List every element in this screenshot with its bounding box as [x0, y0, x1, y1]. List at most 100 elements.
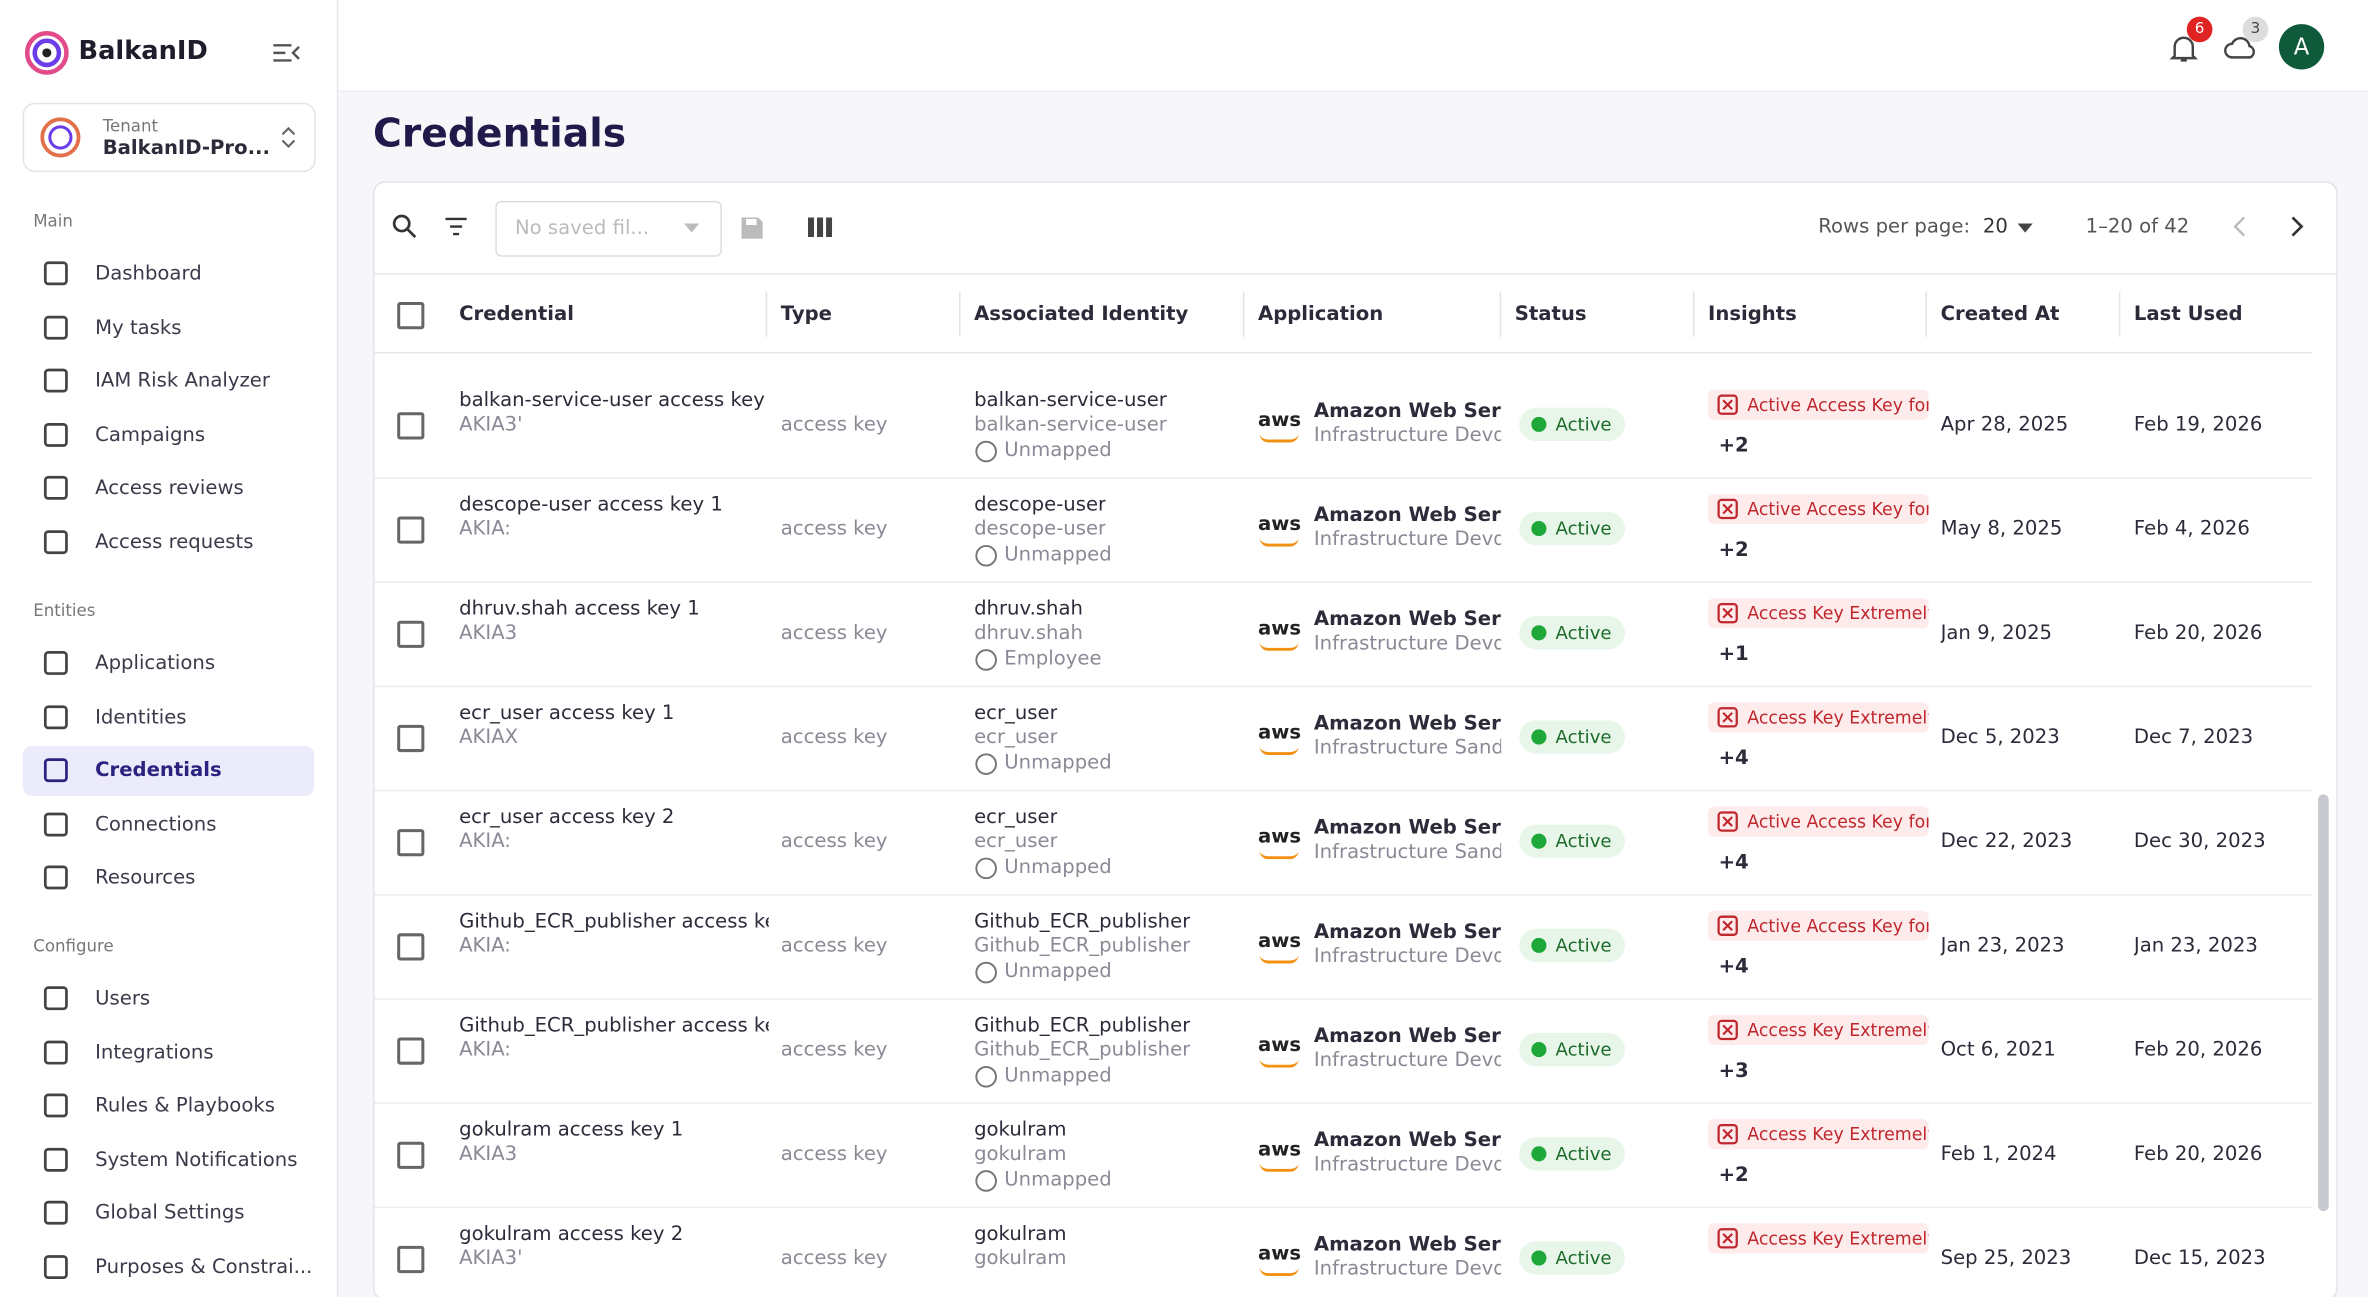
nav-item[interactable]: Dashboard [23, 249, 314, 299]
table-row[interactable]: balkan-service-user access key 1 AKIA3' ac… [374, 373, 2313, 479]
status-badge: Active [1519, 1241, 1626, 1275]
last-used: Feb 19, 2026 [2133, 413, 2263, 437]
row-checkbox[interactable] [397, 829, 425, 857]
search-icon[interactable] [391, 213, 418, 240]
select-all[interactable] [397, 302, 425, 330]
rows-arrow [2017, 223, 2033, 233]
cloud-icon[interactable] [2223, 33, 2259, 60]
nav-label: My tasks [95, 316, 182, 340]
nav-label: Dashboard [95, 262, 202, 286]
bell-icon[interactable] [2169, 33, 2199, 63]
identity-sub: descope-user [974, 517, 1107, 541]
prev-page[interactable] [2232, 216, 2247, 237]
collapse-button[interactable] [272, 41, 302, 65]
nav-item[interactable]: Campaigns [23, 410, 314, 460]
nav-item[interactable]: Credentials [22, 746, 315, 796]
nav-label: IAM Risk Analyzer [95, 369, 270, 393]
filter-icon[interactable] [444, 216, 468, 237]
filter-placeholder: No saved fil... [514, 217, 650, 241]
column-header[interactable]: Application [1257, 303, 1384, 327]
insight-more: +1 [1718, 643, 1749, 666]
table-row[interactable]: Github_ECR_publisher access key AKIA: acce… [374, 894, 2313, 1000]
column-header[interactable]: Insights [1708, 303, 1797, 327]
table-row[interactable]: dhruv.shah access key 1 AKIA3 access key dh… [374, 581, 2313, 688]
last-used: Feb 20, 2026 [2133, 1143, 2263, 1166]
save-icon[interactable] [740, 216, 764, 240]
row-checkbox[interactable] [397, 1245, 425, 1274]
table-row[interactable]: ecr_user access key 2 AKIA: access key ecr_… [374, 790, 2313, 896]
identity-type: Unmapped [1004, 543, 1112, 567]
credential-type: access key [780, 934, 888, 958]
nav-item[interactable]: System Notifications [23, 1135, 314, 1185]
nav-item[interactable]: Users [23, 974, 314, 1024]
last-used: Feb 4, 2026 [2133, 517, 2250, 541]
nav-icon [43, 1254, 68, 1279]
created-at: Jan 23, 2023 [1940, 934, 2065, 958]
column-header[interactable]: Status [1514, 303, 1587, 327]
table-card: No saved fil... Rows per page: 20 1–20 o… [373, 181, 2338, 1297]
identity-type: Unmapped [1004, 1064, 1112, 1088]
nav-item[interactable]: Rules & Playbooks [23, 1081, 314, 1131]
nav-item[interactable]: Identities [23, 692, 314, 742]
nav-icon [43, 758, 68, 783]
aws-logo: aws [1257, 826, 1302, 849]
column-header[interactable]: Credential [459, 303, 574, 327]
row-checkbox[interactable] [397, 412, 425, 440]
status-badge: Active [1519, 1137, 1626, 1171]
next-page[interactable] [2289, 216, 2304, 237]
insight-icon [1717, 915, 1738, 936]
nav-item[interactable]: Access requests [23, 517, 314, 567]
row-checkbox[interactable] [397, 516, 425, 544]
application-sub: Infrastructure Devd [1313, 528, 1502, 552]
credential-type: access key [780, 1247, 888, 1271]
identity-sub: ecr_user [974, 726, 1058, 750]
row-checkbox[interactable] [397, 933, 425, 961]
insight-chip: Active Access Key for I [1708, 389, 1929, 420]
nav-item[interactable]: IAM Risk Analyzer [23, 356, 314, 406]
avatar[interactable]: A [2278, 24, 2325, 70]
nav-item[interactable]: Applications [23, 639, 314, 689]
row-checkbox[interactable] [397, 620, 425, 648]
nav-item[interactable]: My tasks [23, 303, 314, 353]
nav-item[interactable]: Access reviews [23, 464, 314, 514]
rows-per-page[interactable]: 20 [1982, 215, 2008, 239]
dropdown-arrow [684, 223, 700, 233]
credential-type: access key [780, 517, 888, 541]
status-badge: Active [1519, 407, 1626, 441]
nav-icon [43, 1200, 68, 1225]
table-row[interactable]: ecr_user access key 1 AKIAX access key ecr_… [374, 686, 2313, 792]
credential-type: access key [780, 830, 888, 854]
insight-icon [1717, 498, 1738, 520]
row-checkbox[interactable] [397, 1037, 425, 1065]
table-row[interactable]: gokulram access key 1 AKIA3 access key goku… [374, 1102, 2313, 1209]
nav-item[interactable]: Global Settings [23, 1189, 314, 1239]
nav-item[interactable]: Integrations [23, 1028, 314, 1078]
table-row[interactable]: descope-user access key 1 AKIA: access key… [374, 477, 2313, 583]
credential-type: access key [780, 413, 888, 437]
column-header[interactable]: Created At [1940, 303, 2060, 327]
application-name: Amazon Web Servic [1313, 400, 1501, 423]
tenant-switcher[interactable]: Tenant BalkanID-Pro... [22, 102, 316, 173]
column-header[interactable]: Associated Identity [974, 303, 1189, 327]
table-row[interactable]: Github_ECR_publisher access key AKIA: acce… [374, 998, 2313, 1104]
insight-more: +4 [1718, 851, 1749, 875]
column-header[interactable]: Last Used [2133, 303, 2243, 327]
application-sub: Infrastructure Devd [1313, 1153, 1502, 1177]
nav-item[interactable]: Resources [23, 853, 314, 903]
status-badge: Active [1519, 511, 1626, 546]
table-row[interactable]: gokulram access key 2 AKIA3' access key gok… [375, 1207, 2313, 1297]
section-title: Main [33, 211, 73, 232]
credential-name: ecr_user access key 2 [459, 806, 675, 830]
aws-smile [1259, 1163, 1299, 1172]
insight-more: +4 [1718, 955, 1749, 979]
saved-filter-select[interactable]: No saved fil... [495, 200, 722, 257]
status-badge: Active [1519, 928, 1626, 962]
row-checkbox[interactable] [397, 724, 425, 753]
nav-item[interactable]: Purposes & Constrai... [23, 1242, 314, 1292]
nav-item[interactable]: Connections [23, 800, 314, 850]
columns-icon[interactable] [807, 217, 833, 238]
column-header[interactable]: Type [780, 303, 833, 327]
nav-label: System Notifications [95, 1148, 298, 1172]
row-checkbox[interactable] [397, 1141, 425, 1169]
